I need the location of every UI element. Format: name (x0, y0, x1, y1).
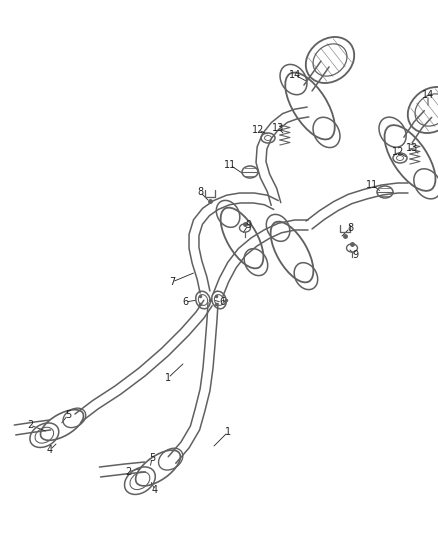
Text: 6: 6 (219, 297, 225, 307)
Text: 6: 6 (182, 297, 188, 307)
Text: 7: 7 (169, 277, 175, 287)
Text: 13: 13 (406, 143, 418, 153)
Text: 5: 5 (65, 410, 71, 420)
Text: 11: 11 (366, 180, 378, 190)
Text: 11: 11 (224, 160, 236, 170)
Text: 8: 8 (197, 187, 203, 197)
Text: 2: 2 (125, 467, 131, 477)
Text: 13: 13 (272, 123, 284, 133)
Text: 12: 12 (252, 125, 264, 135)
Text: 4: 4 (152, 485, 158, 495)
Text: 1: 1 (225, 427, 231, 437)
Text: 8: 8 (347, 223, 353, 233)
Text: 14: 14 (422, 90, 434, 100)
Text: 4: 4 (47, 445, 53, 455)
Text: 5: 5 (149, 453, 155, 463)
Text: 12: 12 (392, 147, 404, 157)
Text: 14: 14 (289, 70, 301, 80)
Text: 2: 2 (27, 420, 33, 430)
Text: 9: 9 (352, 250, 358, 260)
Text: 9: 9 (245, 220, 251, 230)
Text: 1: 1 (165, 373, 171, 383)
